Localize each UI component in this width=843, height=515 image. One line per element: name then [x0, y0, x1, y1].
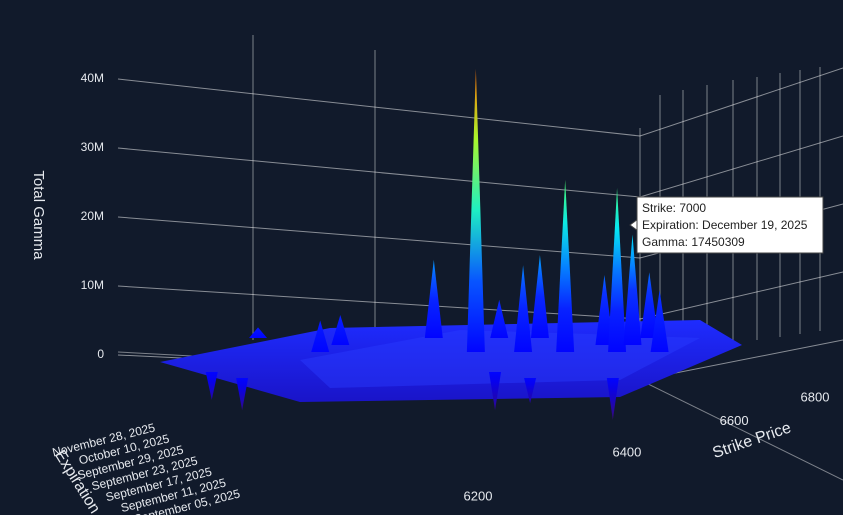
spike: [489, 372, 502, 411]
spike: [331, 314, 350, 345]
grid-line: [117, 135, 843, 198]
spike: [490, 299, 509, 338]
tooltip-line: Expiration: December 19, 2025: [642, 218, 808, 232]
spike: [524, 378, 537, 404]
x-tick-label: 6200: [464, 488, 493, 503]
spike: [640, 272, 659, 338]
tooltip-line: Strike: 7000: [642, 201, 706, 215]
spike: [424, 259, 443, 338]
spike: [595, 274, 614, 345]
spike: [236, 378, 249, 411]
spike: [650, 290, 669, 352]
spike: [608, 188, 627, 352]
spike: [466, 68, 485, 353]
spike: [205, 372, 218, 400]
x-tick-label: 6800: [801, 389, 830, 404]
spike: [530, 254, 549, 338]
tooltip: Strike: 7000 Expiration: December 19, 20…: [629, 196, 824, 254]
tooltip-line: Gamma: 17450309: [642, 235, 745, 249]
z-tick-label: 20M: [81, 209, 104, 223]
spike: [311, 320, 330, 352]
grid-line: [117, 67, 843, 137]
z-tick-label: 0: [97, 347, 104, 361]
z-tick-label: 10M: [81, 278, 104, 292]
spike: [623, 234, 642, 345]
z-tick-label: 40M: [81, 71, 104, 85]
z-tick-label: 30M: [81, 140, 104, 154]
spike: [249, 327, 268, 338]
x-tick-label: 6600: [720, 413, 749, 428]
spikes: [205, 68, 669, 420]
x-tick-label: 6400: [612, 445, 641, 460]
floor-line: [639, 379, 843, 481]
z-axis-title: Total Gamma: [30, 170, 47, 260]
spike: [556, 179, 575, 352]
spike: [514, 265, 533, 352]
grid-line: [117, 271, 843, 320]
spike: [606, 378, 619, 420]
tooltip-box: [636, 196, 824, 254]
